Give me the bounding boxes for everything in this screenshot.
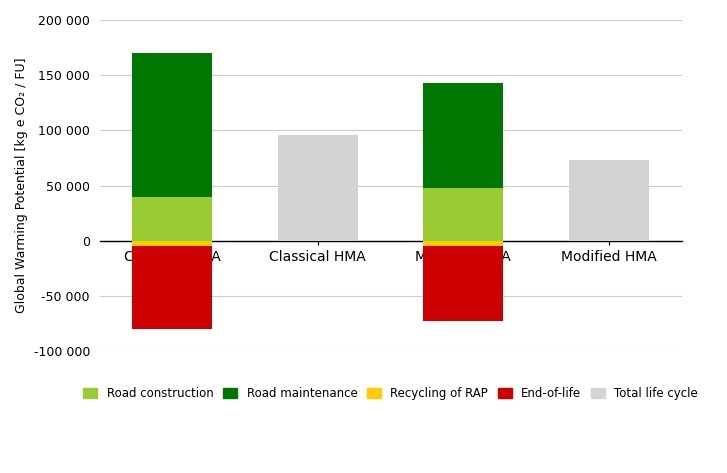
Bar: [132, 241, 212, 246]
Bar: [423, 241, 503, 246]
Bar: [423, 246, 503, 321]
Y-axis label: Global Warming Potential [kg e CO₂ / FU]: Global Warming Potential [kg e CO₂ / FU]: [15, 58, 28, 313]
Bar: [423, 83, 503, 188]
Bar: [423, 188, 503, 241]
Bar: [278, 135, 358, 241]
Bar: [132, 197, 212, 241]
Legend: Road construction, Road maintenance, Recycling of RAP, End-of-life, Total life c: Road construction, Road maintenance, Rec…: [79, 382, 703, 405]
Bar: [132, 246, 212, 329]
Bar: [569, 160, 648, 241]
Bar: [132, 53, 212, 197]
